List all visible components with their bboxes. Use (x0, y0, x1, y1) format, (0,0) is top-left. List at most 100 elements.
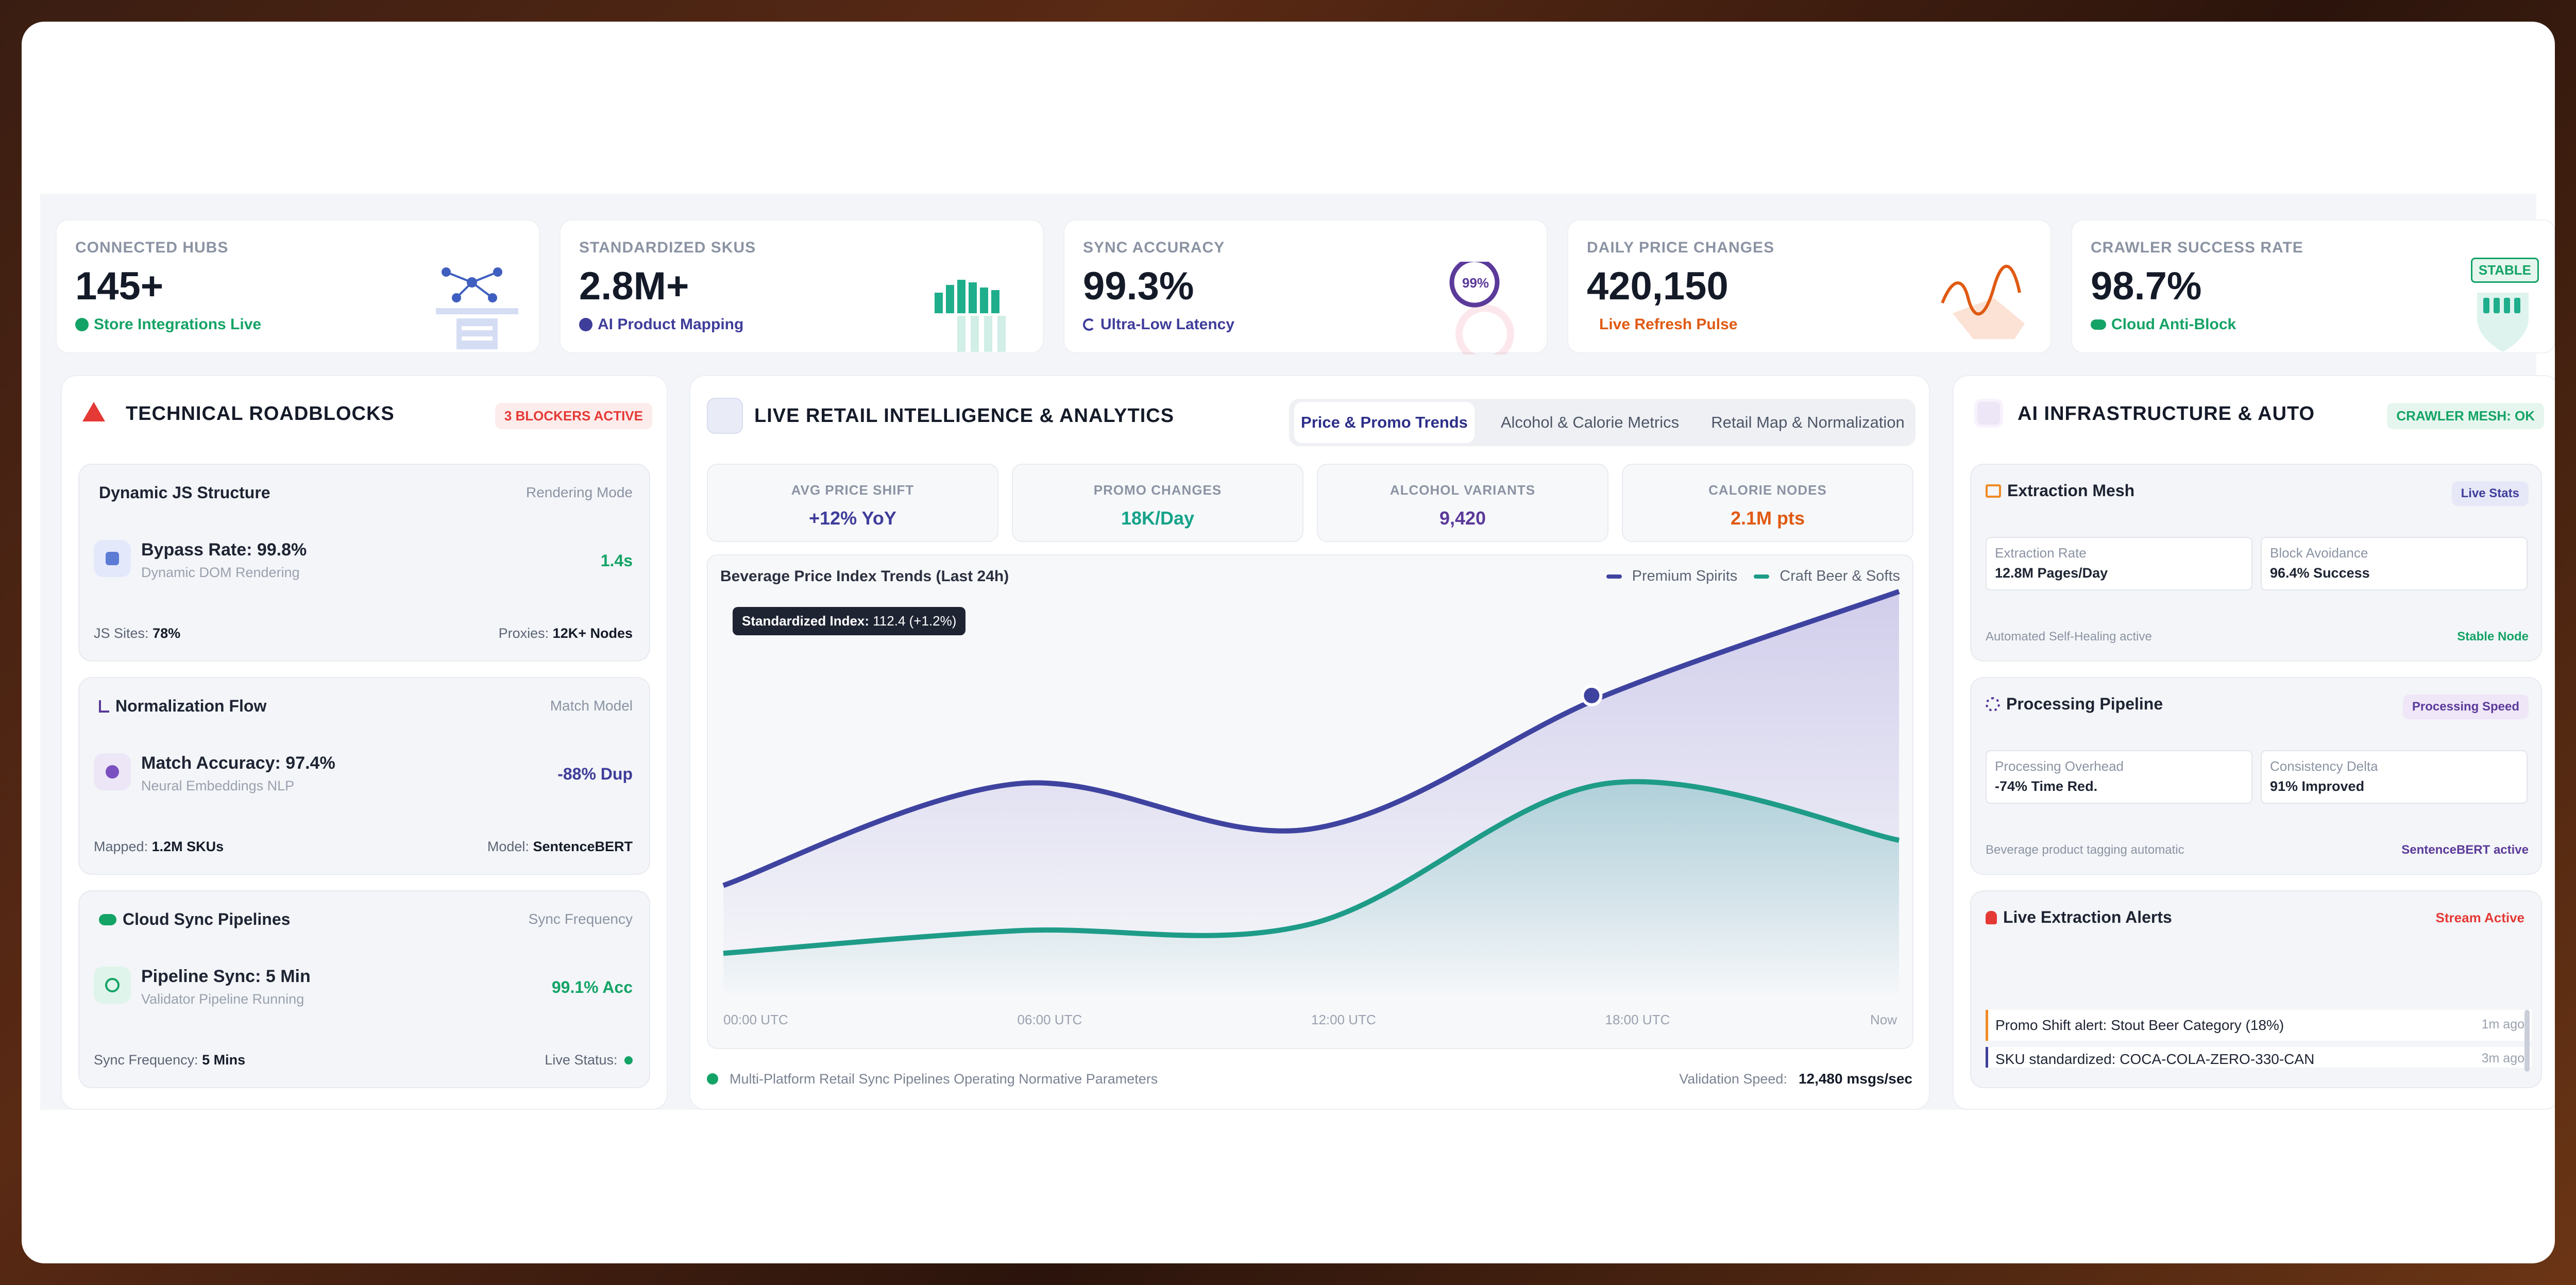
panel-title: AI INFRASTRUCTURE & AUTO (2018, 403, 2315, 425)
alert-item[interactable]: SKU standardized: COCA-COLA-ZERO-330-CAN… (1986, 1047, 2532, 1068)
footer-label: Live Status: (545, 1052, 618, 1068)
mini-value: 18K/Day (1121, 508, 1195, 529)
card-processing-pipeline: Processing Pipeline Processing Speed Pro… (1970, 677, 2542, 875)
tab-price-promo[interactable]: Price & Promo Trends (1294, 402, 1475, 443)
card-sub: Dynamic DOM Rendering (141, 565, 300, 580)
card-title: Dynamic JS Structure (99, 483, 270, 502)
stat-block-avoidance: Block Avoidance 96.4% Success (2261, 537, 2528, 590)
footer-value: 5 Mins (202, 1052, 246, 1068)
kpi-sync-accuracy: SYNC ACCURACY 99.3% Ultra-Low Latency 99… (1063, 219, 1548, 363)
blockers-badge: 3 BLOCKERS ACTIVE (495, 403, 652, 429)
status-dot (707, 1073, 718, 1085)
card-main: Match Accuracy: 97.4% (141, 753, 335, 773)
kpi-sub-text: Store Integrations Live (94, 316, 262, 333)
processing-speed-badge: Processing Speed (2402, 695, 2529, 719)
stat-label: Processing Overhead (1995, 758, 2124, 774)
card-normalization-flow: Normalization Flow Match Model Match Acc… (78, 677, 650, 875)
alert-text: SKU standardized: COCA-COLA-ZERO-330-CAN (1995, 1051, 2315, 1067)
footer-label: Mapped: (94, 839, 148, 854)
series-area-1 (723, 782, 1899, 999)
stat-label: Consistency Delta (2270, 758, 2378, 774)
stat-value: 12.8M Pages/Day (1995, 565, 2108, 581)
pulse-wave-icon (1941, 265, 2025, 339)
footer-value: 12K+ Nodes (552, 625, 633, 641)
tooltip-value: 112.4 (+1.2%) (873, 613, 957, 629)
card-meta: Match Model (550, 698, 633, 714)
card-footer-left: Beverage product tagging automatic (1986, 843, 2184, 857)
alert-time: 1m ago (2481, 1017, 2524, 1032)
x-tick-label: 12:00 UTC (1311, 1012, 1376, 1027)
card-sub: Validator Pipeline Running (141, 991, 304, 1007)
panel-title: LIVE RETAIL INTELLIGENCE & ANALYTICS (754, 405, 1175, 427)
card-title: Extraction Mesh (1986, 481, 2134, 500)
chip-icon (106, 552, 119, 565)
alerts-scrollbar[interactable] (2524, 1010, 2530, 1072)
mini-calorie-nodes: CALORIE NODES 2.1M pts (1622, 464, 1913, 542)
card-footer-left: Automated Self-Healing active (1986, 630, 2152, 644)
mini-value: +12% YoY (809, 508, 896, 529)
kpi-value: 145+ (75, 264, 164, 308)
cloud-icon (2091, 319, 2106, 330)
card-footer-left: Mapped: 1.2M SKUs (94, 839, 224, 855)
live-status-dot (624, 1056, 633, 1064)
kpi-sub: AI Product Mapping (579, 316, 1024, 333)
bar-chart-icon (935, 280, 1006, 352)
x-tick-label: 00:00 UTC (723, 1012, 788, 1027)
kpi-connected-hubs: CONNECTED HUBS 145+ Store Integrations L… (56, 219, 540, 353)
ring-label: 99% (1462, 275, 1489, 291)
kpi-label: STANDARDIZED SKUS (579, 239, 756, 256)
info-icon (579, 318, 592, 331)
card-main: Pipeline Sync: 5 Min (141, 967, 311, 986)
card-title-text: Cloud Sync Pipelines (123, 910, 291, 928)
technical-roadblocks-panel: TECHNICAL ROADBLOCKS 3 BLOCKERS ACTIVE D… (61, 375, 668, 1110)
footer-value: 78% (152, 625, 181, 641)
chart-line-icon (707, 398, 743, 434)
speed-label: Validation Speed: (1679, 1071, 1787, 1087)
kpi-standardized-skus: STANDARDIZED SKUS 2.8M+ AI Product Mappi… (560, 219, 1044, 353)
x-tick-label: 18:00 UTC (1605, 1012, 1670, 1027)
alert-item[interactable]: Promo Shift alert: Stout Beer Category (… (1986, 1010, 2532, 1041)
mini-label: PROMO CHANGES (1093, 482, 1222, 498)
card-title-text: Extraction Mesh (2007, 481, 2135, 500)
card-icon-box (94, 753, 131, 790)
tab-retail-map[interactable]: Retail Map & Normalization (1711, 413, 1905, 431)
live-stats-badge: Live Stats (2451, 481, 2529, 506)
mini-label: CALORIE NODES (1708, 482, 1827, 498)
kpi-sub-text: Ultra-Low Latency (1100, 316, 1235, 333)
gears-icon (1986, 697, 2000, 712)
mini-value: 9,420 (1439, 508, 1486, 529)
card-footer-right: SentenceBERT active (2401, 843, 2529, 857)
chart-card: Beverage Price Index Trends (Last 24h) P… (707, 554, 1913, 1049)
card-title: Processing Pipeline (1986, 695, 2163, 714)
chart-tooltip: Standardized Index: 112.4 (+1.2%) (733, 607, 966, 635)
stat-value: 96.4% Success (2270, 565, 2370, 581)
crawler-mesh-badge: CRAWLER MESH: OK (2387, 403, 2544, 429)
card-main: Bypass Rate: 99.8% (141, 540, 307, 560)
card-title: Normalization Flow (99, 697, 266, 716)
legend-swatch-craft (1754, 574, 1770, 579)
highlight-point[interactable] (1581, 684, 1603, 706)
x-tick-label: Now (1870, 1012, 1897, 1027)
stat-value: 91% Improved (2270, 779, 2365, 794)
kpi-label: CRAWLER SUCCESS RATE (2091, 239, 2303, 256)
mini-label: AVG PRICE SHIFT (791, 482, 914, 498)
card-title: Live Extraction Alerts (1986, 908, 2172, 927)
mini-promo-changes: PROMO CHANGES 18K/Day (1012, 464, 1303, 542)
stat-value: -74% Time Red. (1995, 779, 2098, 794)
footer-value: SentenceBERT (533, 839, 633, 854)
mini-alcohol-variants: ALCOHOL VARIANTS 9,420 (1317, 464, 1608, 542)
status-footer: Multi-Platform Retail Sync Pipelines Ope… (707, 1071, 1912, 1087)
network-hub-icon (436, 267, 518, 349)
speed-value: 12,480 msgs/sec (1798, 1071, 1912, 1087)
card-title-text: Live Extraction Alerts (2003, 908, 2172, 926)
card-value: 1.4s (600, 551, 633, 570)
kpi-sub: Store Integrations Live (75, 316, 520, 333)
footer-label: Sync Frequency: (94, 1052, 198, 1068)
card-icon-box (94, 967, 131, 1004)
stat-label: Extraction Rate (1995, 545, 2087, 561)
tab-alcohol-calorie[interactable]: Alcohol & Calorie Metrics (1500, 413, 1680, 431)
kpi-label: SYNC ACCURACY (1083, 239, 1225, 256)
x-tick-label: 06:00 UTC (1018, 1012, 1082, 1027)
card-footer-right: Model: SentenceBERT (487, 839, 633, 855)
card-meta: Rendering Mode (526, 484, 633, 500)
